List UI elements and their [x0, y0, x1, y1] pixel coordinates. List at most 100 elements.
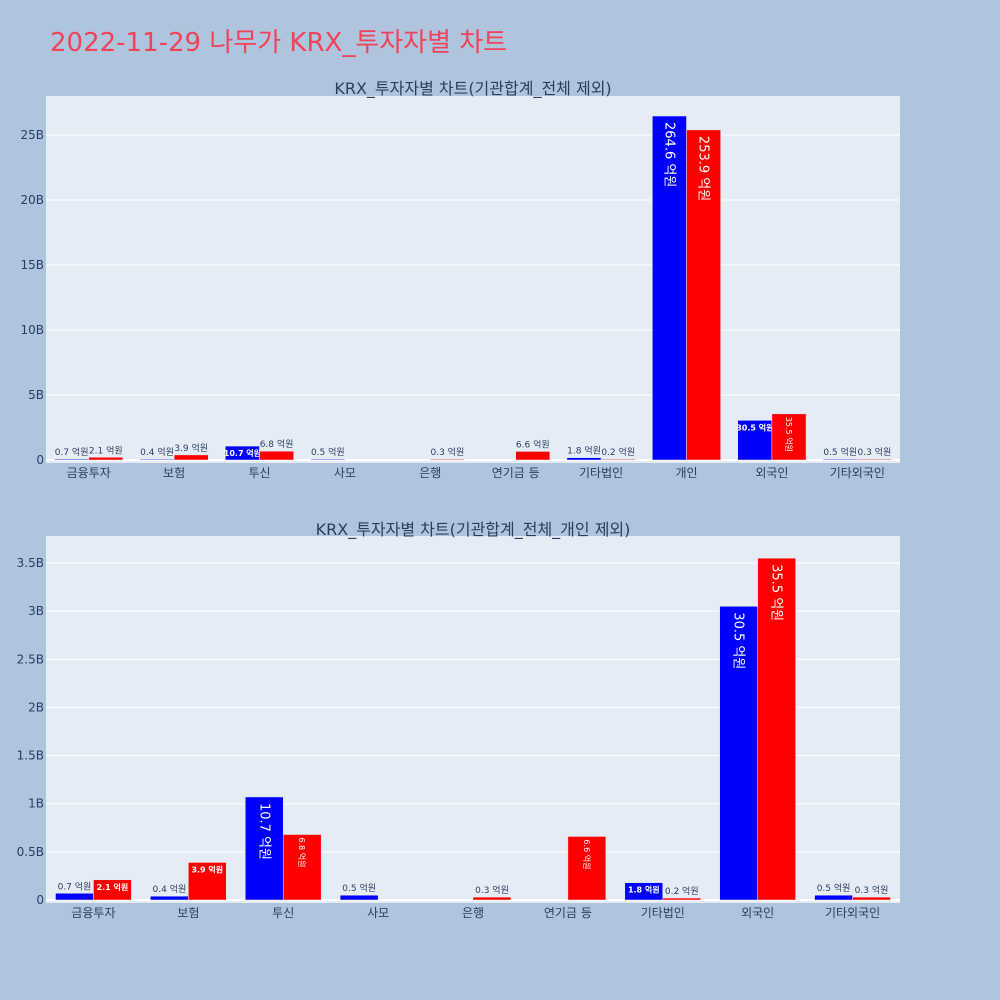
data-label: 0.2 억원 — [601, 446, 635, 458]
x-tick-label: 사모 — [367, 906, 389, 920]
bar — [515, 451, 551, 461]
data-label: 0.7 억원 — [58, 880, 92, 892]
page-title: 2022-11-29 나무가 KRX_투자자별 차트 — [50, 28, 508, 58]
chart-title: KRX_투자자별 차트(기관합계_전체_개인 제외) — [316, 520, 631, 540]
bar — [88, 457, 124, 461]
bar — [719, 606, 758, 901]
y-tick-label: 3B — [28, 604, 44, 618]
data-label: 0.5 억원 — [342, 882, 376, 894]
bar — [737, 420, 773, 461]
bar — [472, 896, 512, 901]
bar — [822, 458, 858, 461]
y-tick-label: 3.5B — [17, 556, 44, 570]
x-tick-label: 기타법인 — [579, 466, 623, 480]
data-label: 0.7 억원 — [55, 446, 89, 458]
chart-1: 0 5B 10B 15B 20B 25B KRX_투자자별 차트(기관합계_전체 제외) 금융… — [20, 79, 900, 480]
bar — [624, 882, 664, 901]
data-label: 0.4 억원 — [140, 446, 174, 458]
bar — [771, 413, 807, 461]
x-tick-label: 보험 — [163, 466, 185, 480]
bar — [430, 458, 465, 461]
bar — [686, 129, 721, 461]
y-tick-label: 25B — [20, 128, 44, 142]
bar — [93, 879, 132, 901]
x-tick-label: 외국인 — [755, 466, 788, 480]
data-label: 35.5 억원 — [769, 564, 784, 621]
bar — [259, 450, 294, 461]
data-label: 2.1 억원 — [89, 444, 123, 456]
y-tick-label: 5B — [28, 388, 44, 402]
data-label: 6.8 억원 — [260, 438, 294, 450]
data-label: 30.5 억원 — [736, 422, 773, 432]
data-label: 10.7 억원 — [256, 803, 271, 860]
bar — [857, 458, 892, 461]
data-label: 0.5 억원 — [311, 446, 345, 458]
bar — [852, 896, 891, 901]
bar — [600, 458, 636, 461]
x-tick-label: 금융투자 — [71, 906, 115, 920]
x-tick-label: 투신 — [248, 466, 270, 480]
bar — [339, 894, 379, 901]
x-tick-label: 연기금 등 — [492, 466, 540, 480]
y-tick-label: 15B — [20, 258, 44, 272]
chart-2: 0 0.5B 1B 1.5B 2B 2.5B 3B 3.5B KRX_투자자별 차트(기관합계_… — [17, 520, 900, 920]
data-label: 6.6 억원 — [516, 438, 550, 450]
data-label: 0.5 억원 — [817, 882, 851, 894]
data-label: 0.3 억원 — [858, 446, 892, 458]
bar — [55, 893, 94, 901]
bar — [567, 836, 607, 901]
data-label: 0.4 억원 — [152, 883, 186, 895]
bar — [54, 458, 89, 461]
y-tick-label: 2B — [28, 700, 44, 714]
data-label: 0.5 억원 — [823, 446, 857, 458]
data-label: 1.8 억원 — [628, 885, 660, 895]
bar — [150, 895, 189, 901]
data-label: 264.6 억원 — [661, 122, 676, 187]
bar — [173, 454, 209, 461]
bar — [662, 897, 701, 901]
plot-area — [46, 96, 900, 463]
x-tick-label: 외국인 — [741, 906, 774, 920]
data-label: 1.8 억원 — [567, 445, 601, 457]
bar — [139, 458, 175, 461]
data-label: 3.9 억원 — [174, 442, 208, 454]
bar — [188, 862, 227, 901]
y-tick-label: 2.5B — [17, 652, 44, 666]
bar — [566, 457, 602, 461]
bar — [245, 796, 284, 901]
x-tick-label: 기타외국인 — [825, 906, 880, 920]
data-label: 35.5 억원 — [784, 417, 794, 452]
bar — [282, 834, 322, 901]
bar — [814, 894, 853, 901]
data-label: 3.9 억원 — [191, 864, 223, 874]
x-tick-label: 개인 — [675, 466, 697, 480]
y-tick-label: 10B — [20, 323, 44, 337]
x-tick-label: 기타외국인 — [830, 466, 885, 480]
data-label: 0.3 억원 — [855, 884, 889, 896]
data-label: 30.5 억원 — [731, 612, 746, 669]
x-tick-label: 금융투자 — [67, 466, 111, 480]
data-label: 0.3 억원 — [431, 446, 465, 458]
y-tick-label: 20B — [20, 193, 44, 207]
data-label: 6.6 억원 — [582, 839, 592, 869]
data-label: 0.3 억원 — [475, 884, 509, 896]
y-tick-label: 0 — [36, 893, 44, 907]
bar — [652, 115, 687, 461]
x-tick-label: 투신 — [272, 906, 294, 920]
bar — [757, 557, 796, 901]
x-tick-label: 기타법인 — [641, 906, 685, 920]
bar — [310, 458, 346, 461]
y-tick-label: 0 — [36, 453, 44, 467]
x-tick-label: 연기금 등 — [544, 906, 592, 920]
y-tick-label: 1.5B — [17, 749, 44, 763]
x-tick-label: 보험 — [177, 906, 199, 920]
y-tick-label: 1B — [28, 797, 44, 811]
data-label: 2.1 억원 — [97, 882, 129, 892]
data-label: 0.2 억원 — [665, 885, 699, 897]
data-label: 10.7 억원 — [224, 448, 261, 458]
data-label: 253.9 억원 — [696, 136, 711, 201]
x-tick-label: 사모 — [334, 466, 356, 480]
data-label: 6.8 억원 — [297, 838, 307, 868]
y-tick-label: 0.5B — [17, 845, 44, 859]
x-tick-label: 은행 — [462, 905, 484, 920]
